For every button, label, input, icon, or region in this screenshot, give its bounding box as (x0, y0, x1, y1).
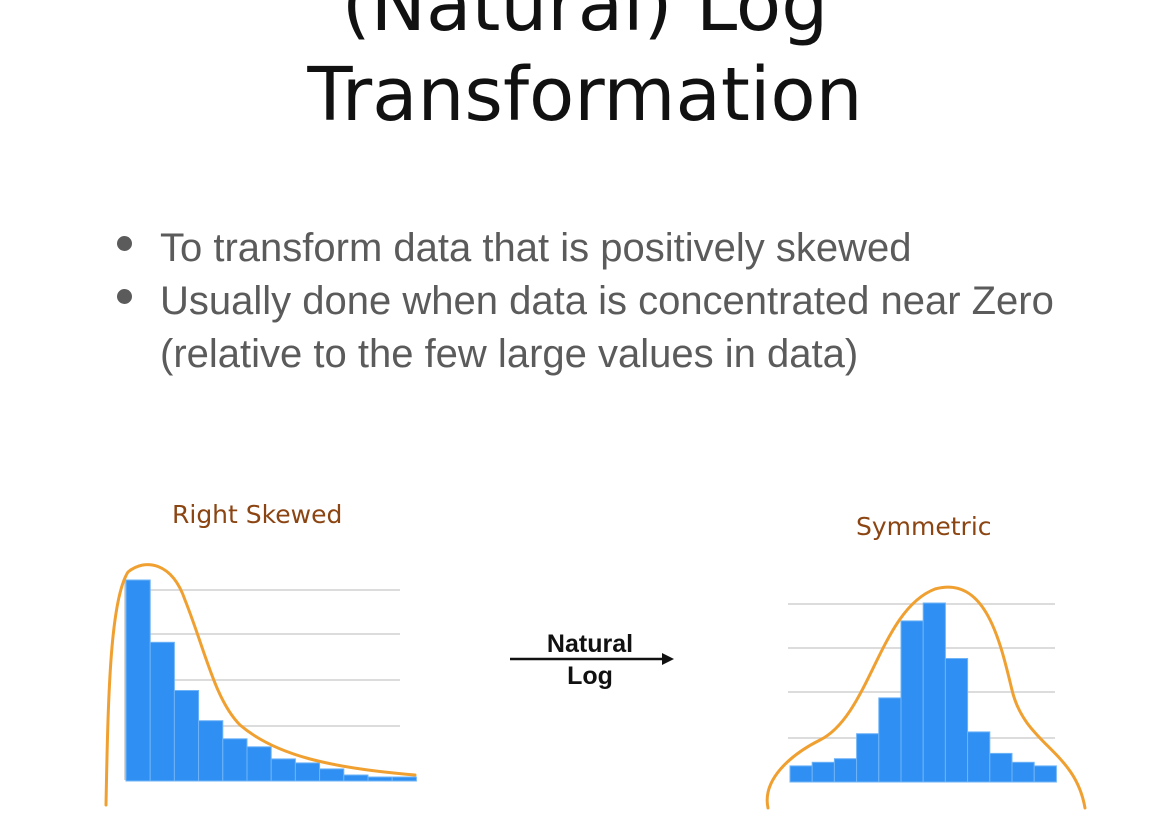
right-histogram-bar (811, 761, 835, 783)
left-histogram-bar (391, 776, 417, 782)
transform-arrow-head-icon (662, 653, 674, 665)
bullet-dot-icon (117, 236, 132, 251)
bullet-text: Usually done when data is concentrated n… (160, 279, 1054, 376)
left-histogram-bar (294, 762, 321, 782)
left-histogram-bar (319, 768, 345, 782)
arrow-label-line-1: Natural (546, 630, 634, 658)
left-histogram-bar (173, 690, 200, 782)
right-histogram-bar (967, 731, 991, 783)
left-histogram-bars (125, 579, 417, 782)
right-histogram-bar (856, 733, 880, 783)
right-histogram-bar (900, 620, 924, 783)
right-histogram-bar (878, 697, 902, 783)
arrow-label-line-2: Log (567, 662, 613, 690)
right-histogram-bar (944, 658, 969, 783)
natural-log-arrow-label: Natural Log (530, 628, 650, 692)
bullet-text: To transform data that is positively ske… (160, 226, 912, 270)
right-histogram-bar (922, 602, 946, 783)
right-histogram-bar (833, 758, 858, 783)
left-histogram-bar (367, 776, 393, 782)
bullet-dot-icon (117, 289, 132, 304)
left-histogram-bar (125, 579, 151, 782)
left-histogram-bar (222, 738, 248, 782)
slide-title-line-1: (Natural) Log (341, 0, 829, 48)
left-histogram-bar (343, 774, 369, 782)
right-skewed-label: Right Skewed (172, 500, 343, 529)
left-histogram-bar (198, 720, 224, 782)
symmetric-label: Symmetric (856, 512, 992, 541)
symmetric-curve (765, 585, 1087, 810)
left-histogram-bar (246, 746, 272, 782)
slide-title-line-2: Transformation (307, 52, 863, 138)
bullet-item: To transform data that is positively ske… (112, 222, 1072, 275)
right-histogram-bar (989, 752, 1013, 783)
right-histogram-bar (1011, 761, 1035, 783)
right-skewed-curve (104, 563, 417, 807)
right-histogram-bars (789, 602, 1057, 783)
slide-title: (Natural) Log Transformation (0, 0, 1170, 140)
left-histogram-bar (270, 758, 296, 782)
right-histogram-bar (789, 765, 813, 783)
right-histogram-bar (1033, 765, 1057, 783)
bullet-list: To transform data that is positively ske… (112, 222, 1072, 381)
bullet-item: Usually done when data is concentrated n… (112, 275, 1072, 381)
left-histogram-bar (149, 641, 175, 782)
